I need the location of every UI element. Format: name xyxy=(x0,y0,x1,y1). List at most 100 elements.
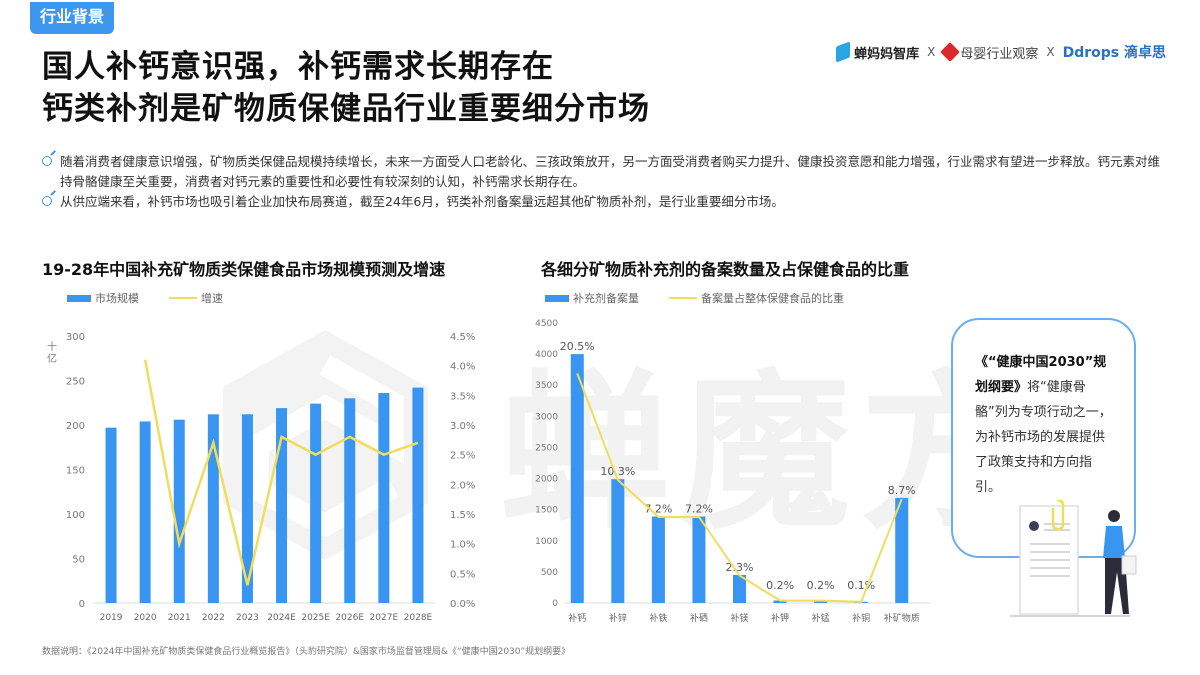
y2-tick-label: 0.0% xyxy=(450,599,475,610)
y2-tick-label: 3.5% xyxy=(450,391,475,402)
bar-swatch-icon xyxy=(545,294,569,302)
bar xyxy=(378,392,390,603)
x-tick-label: 补钙 xyxy=(568,612,586,624)
y-tick-label: 4500 xyxy=(535,319,558,329)
watermark-text: 蝉魔方 xyxy=(500,355,1041,553)
y-tick-label: 50 xyxy=(72,555,85,566)
x-tick-label: 补矿物质 xyxy=(884,612,920,624)
chart-left-plot: 0 50 100 150 200 250 300 0.0% 0.5% 1.0% 1.5% 2.0% 2.… xyxy=(47,332,475,620)
bar xyxy=(692,516,706,603)
y-tick-label: 3500 xyxy=(535,381,558,391)
muying-logo-icon xyxy=(940,42,961,62)
data-label: 7.2% xyxy=(644,503,672,516)
x-tick-label: 2023 xyxy=(236,613,259,620)
growth-line xyxy=(143,359,419,586)
data-label: 0.2% xyxy=(766,579,794,592)
y2-tick-label: 4.0% xyxy=(450,362,475,373)
bar xyxy=(651,516,665,603)
bar xyxy=(570,354,584,603)
y-tick-label: 1000 xyxy=(535,537,558,547)
y-tick-label: 1500 xyxy=(535,506,558,516)
x-tick-label: 补钾 xyxy=(771,612,789,624)
ddrops-logo: Ddrops 滴卓思 xyxy=(1062,45,1166,61)
bar xyxy=(276,408,288,603)
y-tick-label: 500 xyxy=(541,568,558,578)
y-tick-label: 2500 xyxy=(535,443,558,453)
title-line-1: 国人补钙意识强，补钙需求长期存在 xyxy=(42,49,554,85)
chart-left-legend: 市场规模 增速 xyxy=(67,290,223,306)
bullet-item: 从供应端来看，补钙市场也吸引着企业加快布局赛道，截至24年6月，钙类补剂备案量远… xyxy=(42,192,1172,212)
bar xyxy=(139,421,151,603)
y2-tick-label: 2.5% xyxy=(450,451,475,462)
x-tick-label: 补镁 xyxy=(730,612,748,624)
title-line-2: 钙类补剂是矿物质保健品行业重要细分市场 xyxy=(42,91,650,127)
x-tick-label: 2026E xyxy=(335,613,364,620)
y2-tick-label: 0.5% xyxy=(450,569,475,580)
x-tick-label: 2027E xyxy=(370,613,399,620)
bar xyxy=(105,427,117,603)
line-swatch-icon xyxy=(169,297,197,299)
legend-item-market-size: 市场规模 xyxy=(67,290,139,306)
y2-tick-label: 3.0% xyxy=(450,421,475,432)
chanmama-logo: 蝉妈妈智库 xyxy=(836,41,919,63)
logo-separator: X xyxy=(927,45,936,59)
data-label: 8.7% xyxy=(888,484,916,497)
section-tag: 行业背景 xyxy=(30,2,115,34)
bar xyxy=(344,398,356,603)
y2-tick-label: 1.5% xyxy=(450,510,475,521)
y2-tick-label: 4.5% xyxy=(450,332,475,343)
y-tick-label: 4000 xyxy=(535,350,558,360)
legend-item-share: 备案量占整体保健食品的比重 xyxy=(669,290,844,306)
person-document-illustration-icon xyxy=(1010,500,1137,617)
data-label: 0.2% xyxy=(807,579,835,592)
bar xyxy=(895,497,909,603)
partner-logos: 蝉妈妈智库 X 母婴行业观察 X Ddrops 滴卓思 xyxy=(836,41,1166,63)
bar xyxy=(412,387,424,603)
chanmama-logo-icon xyxy=(836,41,851,63)
y-tick-label: 0 xyxy=(552,599,558,609)
legend-item-growth: 增速 xyxy=(169,290,223,306)
bar xyxy=(733,575,746,603)
magnifier-bullet-icon xyxy=(42,156,52,166)
x-tick-label: 补铁 xyxy=(649,612,667,624)
data-label: 0.1% xyxy=(847,579,875,592)
bar xyxy=(207,414,219,603)
chart-right-plot: 0 500 1000 1500 2000 2500 3000 3500 4000 4500 补钙 20… xyxy=(535,319,930,624)
y-tick-label: 100 xyxy=(66,510,85,521)
bar xyxy=(814,600,828,603)
bar xyxy=(241,414,253,603)
chart-left-title: 19-28年中国补充矿物质类保健食品市场规模预测及增速 xyxy=(42,260,446,279)
y-tick-label: 200 xyxy=(66,421,85,432)
y2-tick-label: 2.0% xyxy=(450,480,475,491)
magnifier-bullet-icon xyxy=(42,196,52,206)
x-tick-label: 补铜 xyxy=(852,612,870,624)
page-title: 国人补钙意识强，补钙需求长期存在 钙类补剂是矿物质保健品行业重要细分市场 xyxy=(42,46,650,130)
x-tick-label: 2021 xyxy=(168,613,191,620)
x-tick-label: 2028E xyxy=(404,613,433,620)
y-tick-label: 150 xyxy=(66,466,85,477)
x-tick-label: 2024E xyxy=(267,613,296,620)
y-tick-label: 0 xyxy=(79,599,85,610)
logo-separator: X xyxy=(1046,45,1055,59)
x-tick-label: 补锰 xyxy=(812,612,830,624)
chart-right-legend: 补充剂备案量 备案量占整体保健食品的比重 xyxy=(545,290,844,306)
y2-tick-label: 1.0% xyxy=(450,540,475,551)
bar xyxy=(611,479,625,603)
bullet-item: 随着消费者健康意识增强，矿物质类保健品规模持续增长，未来一方面受人口老龄化、三孩… xyxy=(42,152,1172,192)
y-tick-label: 2000 xyxy=(535,475,558,485)
y-axis-unit: 十 xyxy=(47,340,57,353)
data-label: 20.5% xyxy=(560,340,595,353)
share-line xyxy=(576,373,903,603)
data-label: 10.3% xyxy=(600,465,635,478)
x-tick-label: 补锌 xyxy=(609,612,627,624)
y-axis-unit: 亿 xyxy=(47,352,57,365)
callout-bold-text: 《“健康中国2030”规划纲要》 xyxy=(975,355,1107,395)
data-label: 7.2% xyxy=(685,503,713,516)
x-tick-label: 2019 xyxy=(100,613,123,620)
x-tick-label: 2025E xyxy=(301,613,330,620)
y-tick-label: 3000 xyxy=(535,412,558,422)
y-tick-label: 300 xyxy=(66,332,85,343)
data-source-note: 数据说明：《2024年中国补充矿物质类保健食品行业概览报告》（头豹研究院）&国家… xyxy=(42,647,571,657)
bar xyxy=(773,600,787,603)
y-tick-label: 250 xyxy=(66,377,85,388)
